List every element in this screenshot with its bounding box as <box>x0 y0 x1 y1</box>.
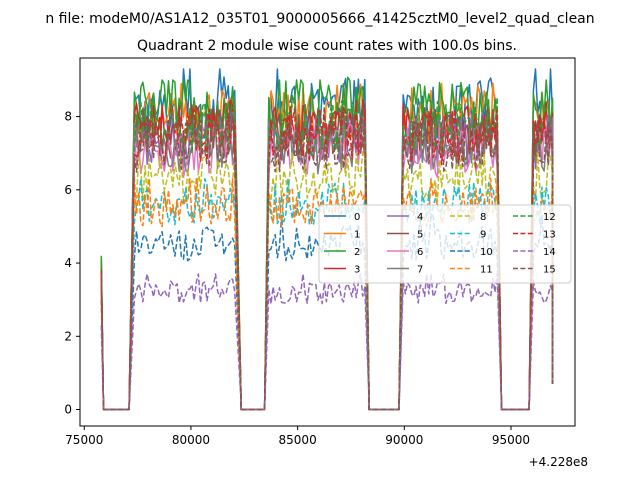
legend-label-10: 10 <box>480 247 493 258</box>
legend-label-8: 8 <box>480 212 486 223</box>
legend-label-3: 3 <box>354 265 360 276</box>
y-tick-label: 0 <box>64 403 72 417</box>
legend-label-13: 13 <box>543 230 556 241</box>
legend-label-11: 11 <box>480 265 493 276</box>
series-line-8 <box>100 150 554 411</box>
x-tick-label: 80000 <box>172 433 210 447</box>
series-line-12 <box>100 96 554 411</box>
series-layer <box>100 68 554 411</box>
legend-label-4: 4 <box>417 212 423 223</box>
x-tick-label: 75000 <box>65 433 103 447</box>
y-tick-label: 4 <box>64 256 72 270</box>
x-tick-label: 95000 <box>492 433 530 447</box>
legend-box <box>318 204 572 284</box>
legend-label-5: 5 <box>417 230 423 241</box>
legend-label-14: 14 <box>543 247 556 258</box>
chart-title: Quadrant 2 module wise count rates with … <box>137 38 517 54</box>
x-tick-label: 85000 <box>279 433 317 447</box>
series-line-9 <box>100 178 554 411</box>
legend-label-2: 2 <box>354 247 360 258</box>
plot-frame <box>79 57 576 427</box>
legend-label-12: 12 <box>543 212 556 223</box>
legend-label-15: 15 <box>543 265 556 276</box>
legend-label-9: 9 <box>480 230 486 241</box>
series-line-15 <box>100 114 554 411</box>
x-offset-label: +4.228e8 <box>529 455 588 469</box>
y-axis: 0 2 4 6 8 <box>64 110 80 417</box>
legend-label-1: 1 <box>354 230 360 241</box>
x-tick-label: 90000 <box>385 433 423 447</box>
legend-label-7: 7 <box>417 265 423 276</box>
series-line-14 <box>100 273 554 411</box>
legend-label-6: 6 <box>417 247 423 258</box>
x-axis: 75000 80000 85000 90000 95000 <box>65 426 530 447</box>
y-tick-label: 2 <box>64 329 72 343</box>
legend-label-0: 0 <box>354 212 360 223</box>
y-tick-label: 8 <box>64 110 72 124</box>
y-tick-label: 6 <box>64 183 72 197</box>
chart-suptitle: n file: modeM0/AS1A12_035T01_9000005666_… <box>45 11 594 27</box>
